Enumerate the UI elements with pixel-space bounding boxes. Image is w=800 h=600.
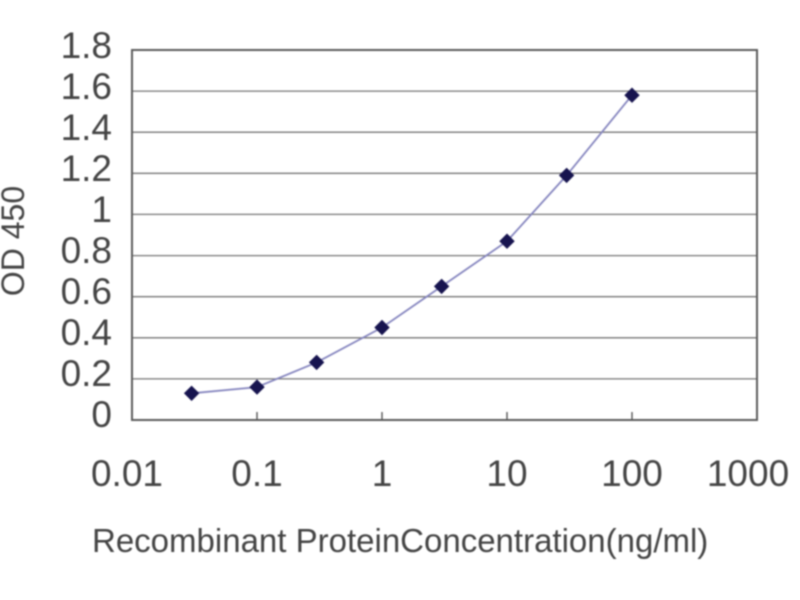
svg-text:0.1: 0.1 [231, 453, 282, 494]
svg-text:0.6: 0.6 [61, 271, 112, 312]
svg-text:0: 0 [91, 394, 112, 435]
svg-text:0.4: 0.4 [61, 312, 112, 353]
svg-text:1.4: 1.4 [61, 107, 112, 148]
svg-text:1.2: 1.2 [61, 148, 112, 189]
svg-text:10: 10 [486, 453, 527, 494]
svg-text:1: 1 [91, 189, 112, 230]
svg-text:OD 450: OD 450 [0, 186, 31, 296]
svg-text:0.01: 0.01 [91, 453, 163, 494]
svg-text:1: 1 [372, 453, 393, 494]
svg-text:0.8: 0.8 [61, 230, 112, 271]
svg-text:1.8: 1.8 [61, 25, 112, 66]
svg-text:0.2: 0.2 [61, 353, 112, 394]
svg-text:100: 100 [601, 453, 663, 494]
svg-text:1000: 1000 [707, 453, 789, 494]
svg-text:Recombinant ProteinConcentrati: Recombinant ProteinConcentration(ng/ml) [92, 522, 708, 559]
svg-text:1.6: 1.6 [61, 66, 112, 107]
